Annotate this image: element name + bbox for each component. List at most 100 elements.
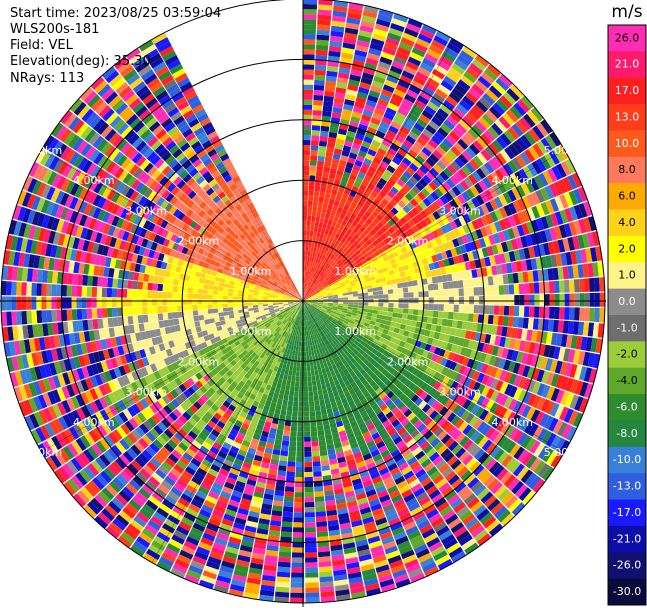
velocity-gate [524, 306, 530, 317]
velocity-gate [600, 293, 605, 307]
velocity-gate [310, 366, 314, 371]
velocity-gate [378, 307, 383, 311]
velocity-gate [403, 303, 408, 308]
velocity-gate [378, 303, 383, 307]
velocity-gate [281, 532, 292, 538]
velocity-gate [303, 120, 312, 125]
velocity-gate [311, 371, 315, 376]
velocity-gate [305, 572, 318, 577]
velocity-gate [373, 303, 378, 307]
velocity-gate [305, 527, 316, 532]
velocity-gate [489, 305, 494, 314]
velocity-gate [310, 226, 314, 231]
velocity-gate [317, 25, 330, 31]
velocity-gate [469, 305, 474, 313]
velocity-gate [296, 371, 300, 376]
velocity-gate [312, 446, 319, 452]
velocity-gate [305, 537, 316, 542]
velocity-gate [554, 307, 560, 319]
velocity-gate [316, 516, 327, 522]
velocity-gate [488, 276, 494, 285]
velocity-gate [382, 286, 388, 291]
velocity-gate [367, 313, 373, 317]
velocity-gate [534, 282, 540, 293]
velocity-gate [292, 558, 304, 563]
velocity-gate [304, 427, 310, 432]
velocity-gate [316, 166, 323, 172]
velocity-gate [293, 401, 298, 406]
velocity-gate [318, 551, 330, 557]
velocity-gate [358, 305, 363, 308]
velocity-gate [296, 346, 299, 351]
velocity-gate [433, 311, 439, 318]
velocity-gate [514, 284, 520, 294]
velocity-gate [534, 307, 540, 318]
velocity-gate [509, 284, 515, 294]
velocity-gate [304, 386, 308, 391]
velocity-gate [286, 380, 291, 386]
velocity-gate [315, 405, 321, 411]
velocity-gate [304, 422, 310, 427]
velocity-gate [303, 115, 312, 120]
velocity-gate [320, 187, 326, 193]
velocity-gate [313, 110, 322, 116]
velocity-gate [343, 297, 348, 299]
velocity-gate [311, 140, 319, 146]
velocity-gate [348, 302, 353, 305]
velocity-gate [317, 161, 324, 167]
velocity-gate [313, 386, 318, 392]
velocity-gate [303, 195, 308, 200]
velocity-gate [373, 306, 378, 310]
velocity-gate [288, 451, 296, 457]
velocity-gate [304, 392, 309, 397]
velocity-gate [314, 395, 319, 401]
velocity-gate [309, 351, 312, 356]
velocity-gate [524, 295, 529, 306]
velocity-gate [479, 305, 484, 314]
velocity-gate [315, 410, 321, 416]
velocity-gate [305, 577, 318, 583]
velocity-gate [304, 402, 309, 407]
velocity-gate [279, 547, 291, 553]
velocity-gate [328, 302, 333, 304]
velocity-gate [305, 341, 307, 346]
velocity-gate [280, 450, 288, 456]
velocity-gate [473, 314, 479, 323]
velocity-gate [468, 279, 474, 288]
velocity-gate [304, 472, 312, 477]
velocity-gate [304, 371, 308, 376]
velocity-gate [295, 472, 303, 477]
velocity-gate [303, 135, 311, 140]
velocity-gate [310, 160, 317, 166]
velocity-gate [303, 130, 311, 135]
velocity-gate [294, 396, 299, 401]
velocity-gate [303, 34, 316, 39]
velocity-gate [524, 283, 530, 294]
velocity-gate [353, 297, 358, 300]
velocity-gate [414, 304, 419, 310]
velocity-gate [313, 201, 318, 207]
velocity-gate [288, 370, 292, 376]
velocity-gate [311, 376, 315, 381]
velocity-gate [303, 4, 317, 9]
velocity-gate [473, 278, 479, 287]
velocity-gate [275, 587, 289, 593]
velocity-gate [489, 286, 495, 295]
velocity-gate [363, 306, 368, 310]
velocity-gate [304, 467, 312, 472]
velocity-gate [314, 400, 320, 406]
velocity-gate [387, 285, 393, 290]
velocity-gate [424, 304, 429, 310]
velocity-gate [368, 292, 373, 296]
velocity-gate [312, 456, 320, 462]
velocity-gate [304, 407, 309, 412]
velocity-gate [296, 467, 304, 472]
velocity-gate [277, 572, 290, 578]
velocity-gate [498, 316, 504, 326]
velocity-gate [290, 598, 304, 603]
velocity-gate [317, 30, 330, 36]
velocity-gate [348, 297, 353, 300]
velocity-gate [283, 506, 293, 512]
velocity-gate [304, 412, 310, 417]
velocity-gate [408, 309, 414, 315]
